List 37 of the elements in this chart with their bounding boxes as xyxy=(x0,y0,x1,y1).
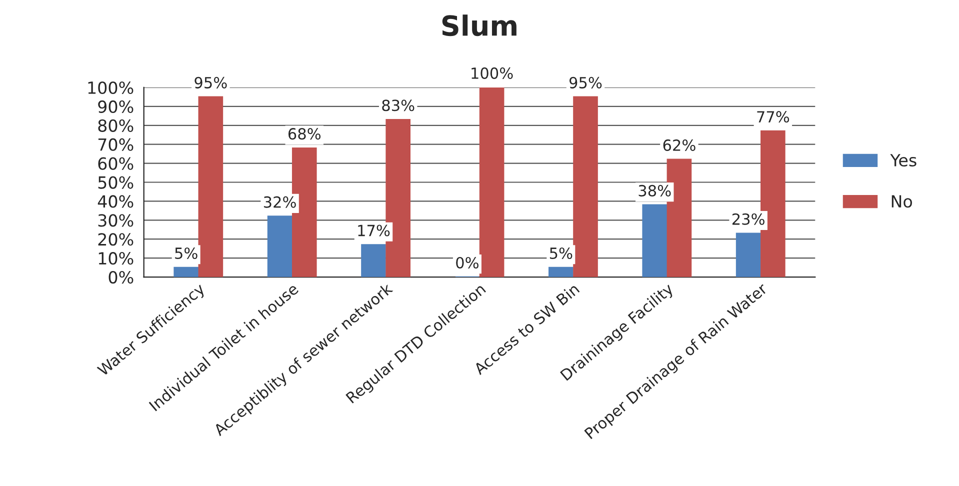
data-label: 5% xyxy=(175,247,198,260)
y-tick-label: 40% xyxy=(98,195,134,208)
data-label: 100% xyxy=(472,67,513,79)
data-label: 23% xyxy=(732,213,764,225)
bar xyxy=(642,204,668,278)
data-label: 5% xyxy=(550,247,572,260)
bar xyxy=(361,244,386,278)
data-label: 83% xyxy=(382,100,414,112)
legend-label: No xyxy=(892,195,912,208)
y-tick-label: 20% xyxy=(98,233,134,246)
data-label: 62% xyxy=(663,139,696,151)
chart-title: Slum xyxy=(442,14,516,36)
data-label: 68% xyxy=(288,128,321,140)
y-tick-label: 50% xyxy=(98,176,134,189)
y-tick-label: 70% xyxy=(98,138,134,151)
data-label: 38% xyxy=(638,184,671,196)
y-tick-label: 60% xyxy=(98,157,134,170)
y-tick-label: 80% xyxy=(98,119,134,132)
bar xyxy=(548,266,574,278)
legend-label: Yes xyxy=(890,154,916,167)
data-label: 17% xyxy=(358,224,390,236)
y-tick-label: 100% xyxy=(88,81,134,94)
y-tick-label: 10% xyxy=(98,252,134,265)
data-label: 0% xyxy=(456,256,478,269)
data-label: 32% xyxy=(264,196,296,208)
bar xyxy=(573,96,598,278)
data-label: 95% xyxy=(569,76,602,88)
y-tick-label: 0% xyxy=(108,270,134,284)
y-tick-label: 90% xyxy=(98,100,134,114)
bar xyxy=(479,87,504,278)
data-label: 77% xyxy=(757,111,790,123)
bar xyxy=(267,216,292,278)
y-tick-label: 30% xyxy=(98,214,134,227)
data-label: 95% xyxy=(194,76,227,88)
bar xyxy=(174,266,198,278)
bar xyxy=(198,96,224,278)
bar xyxy=(736,232,761,278)
